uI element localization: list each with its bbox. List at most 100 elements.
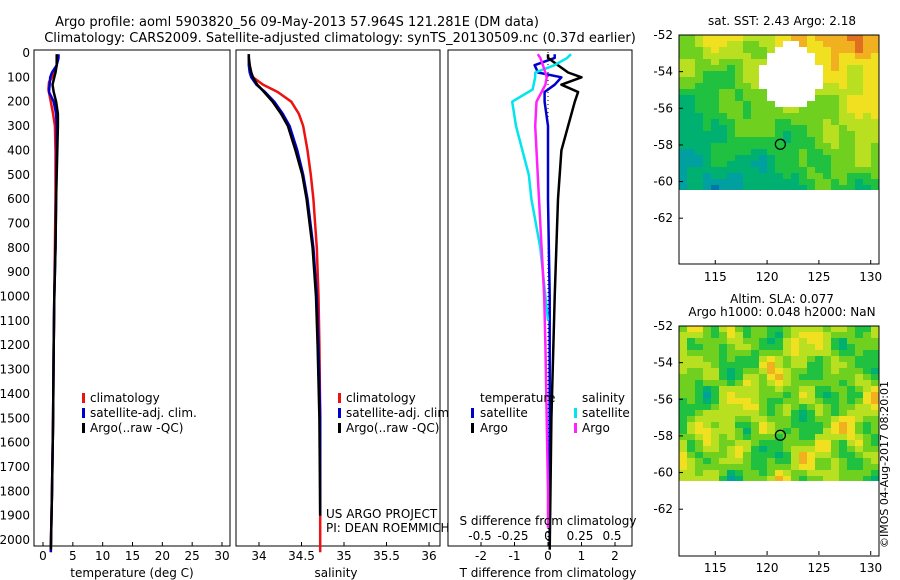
sla-cell [815, 404, 823, 410]
sla-cell [703, 434, 711, 440]
sst-cell [743, 173, 751, 179]
sst-cell [775, 83, 783, 89]
sst-cell [815, 59, 823, 65]
sla-cell [783, 422, 791, 428]
sla-cell [703, 362, 711, 368]
depth-tick-label: 1200 [0, 338, 30, 352]
sla-cell [751, 392, 759, 398]
sla-cell [759, 326, 767, 332]
sst-cell [799, 83, 807, 89]
sla-cell [735, 386, 743, 392]
sla-cell [863, 434, 871, 440]
sla-cell [759, 332, 767, 338]
sst-cell [791, 173, 799, 179]
sst-cell [839, 137, 847, 143]
sst-cell [839, 119, 847, 125]
sla-cell [783, 416, 791, 422]
sst-cell [799, 95, 807, 101]
sst-cell [831, 101, 839, 107]
depth-tick-label: 0 [22, 46, 30, 60]
sst-cell [695, 89, 703, 95]
sla-cell [775, 464, 783, 470]
sla-cell [679, 398, 687, 404]
sst-cell [687, 53, 695, 59]
sst-cell [751, 131, 759, 137]
sst-cell [695, 101, 703, 107]
sla-cell [703, 356, 711, 362]
sst-cell [775, 113, 783, 119]
depth-tick-label: 1100 [0, 314, 30, 328]
sst-cell [775, 35, 783, 41]
sst-cell [855, 83, 863, 89]
sla-cell [791, 410, 799, 416]
sst-cell [759, 125, 767, 131]
sst-cell [863, 125, 871, 131]
sla-cell [751, 344, 759, 350]
sst-cell [783, 77, 791, 83]
sla-cell [791, 476, 799, 481]
sla-cell [791, 464, 799, 470]
sla-cell [839, 434, 847, 440]
sst-cell [767, 77, 775, 83]
sst-map-frame [678, 34, 880, 265]
sst-cell [783, 167, 791, 173]
sst-cell [791, 59, 799, 65]
sla-cell [759, 416, 767, 422]
sla-cell [807, 380, 815, 386]
sst-cell [783, 83, 791, 89]
sla-cell [847, 446, 855, 452]
sla-cell [719, 434, 727, 440]
sst-cell [807, 107, 815, 113]
sst-cell [847, 95, 855, 101]
sla-cell [759, 368, 767, 374]
sla-cell [679, 404, 687, 410]
sst-cell [759, 77, 767, 83]
depth-tick-label: 100 [7, 70, 30, 84]
sst-cell [679, 95, 687, 101]
sla-cell [847, 410, 855, 416]
legend-swatch-s-satellite [574, 408, 577, 418]
sla-cell [807, 434, 815, 440]
sst-cell [711, 71, 719, 77]
lat-tick-label: -62 [653, 502, 673, 516]
sst-cell [767, 161, 775, 167]
legend-swatch-t-satellite [471, 408, 474, 418]
sst-cell [679, 143, 687, 149]
sla-cell [791, 344, 799, 350]
sla-cell [871, 368, 879, 374]
sst-cell [871, 119, 879, 125]
sla-cell [807, 398, 815, 404]
sla-cell [863, 476, 871, 481]
sla-cell [799, 350, 807, 356]
sst-cell [831, 113, 839, 119]
sla-cell [767, 470, 775, 476]
sst-cell [831, 155, 839, 161]
sst-cell [727, 35, 735, 41]
sst-cell [695, 47, 703, 53]
sla-cell [743, 380, 751, 386]
sst-cell [743, 41, 751, 47]
sst-cell [823, 59, 831, 65]
sla-cell [743, 410, 751, 416]
sst-cell [719, 53, 727, 59]
sla-cell [871, 374, 879, 380]
sst-cell [791, 101, 799, 107]
sst-cell [719, 95, 727, 101]
sla-cell [807, 470, 815, 476]
sst-cell [695, 113, 703, 119]
sst-cell [863, 161, 871, 167]
sst-cell [735, 143, 743, 149]
sla-cell [735, 380, 743, 386]
sst-cell [871, 143, 879, 149]
sst-cell [743, 107, 751, 113]
sst-cell [863, 107, 871, 113]
sla-cell [727, 446, 735, 452]
sla-cell [871, 350, 879, 356]
sla-cell [735, 440, 743, 446]
sst-cell [775, 131, 783, 137]
sla-cell [767, 422, 775, 428]
sla-cell [719, 392, 727, 398]
sla-cell [823, 428, 831, 434]
sst-cell [687, 71, 695, 77]
